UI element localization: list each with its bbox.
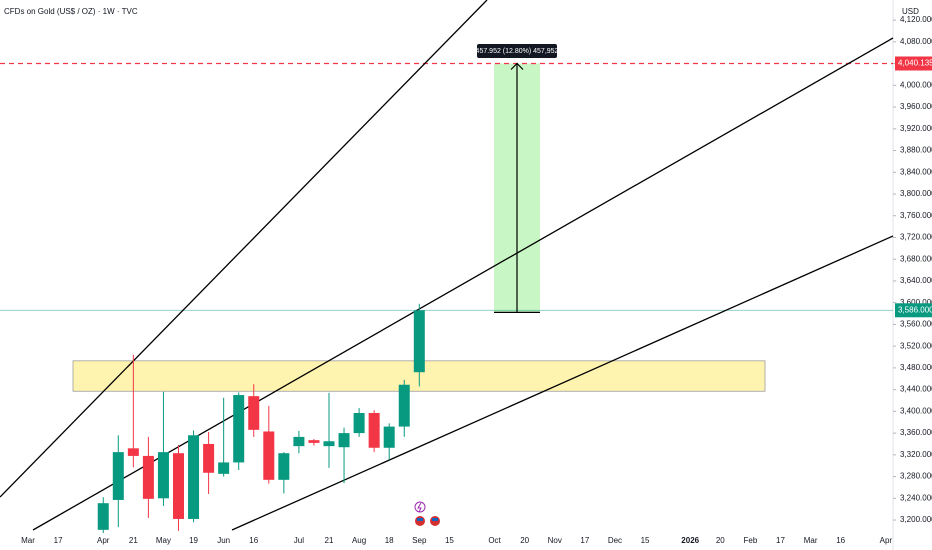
x-tick-label: 21 bbox=[325, 536, 334, 545]
x-tick-label: Nov bbox=[548, 536, 562, 545]
y-tick-label: 3,880.000 bbox=[900, 146, 932, 155]
x-tick-label: Jul bbox=[294, 536, 304, 545]
y-tick-label: 3,560.000 bbox=[900, 320, 932, 329]
trendline bbox=[32, 37, 894, 531]
y-tick-label: 3,640.000 bbox=[900, 276, 932, 285]
event-icons bbox=[414, 501, 440, 526]
event-icon bbox=[432, 518, 438, 521]
candle-body bbox=[142, 455, 154, 499]
x-tick-label: Apr bbox=[97, 536, 110, 545]
x-tick-label: Feb bbox=[744, 536, 758, 545]
y-tick-label: 3,440.000 bbox=[900, 385, 932, 394]
trendline bbox=[0, 0, 488, 498]
x-tick-label: 17 bbox=[776, 536, 785, 545]
x-tick-label: 17 bbox=[580, 536, 589, 545]
candle-body bbox=[218, 462, 230, 474]
candle-body bbox=[173, 453, 184, 519]
candle-body bbox=[293, 436, 305, 447]
y-tick-label: 3,680.000 bbox=[900, 254, 932, 263]
y-tick-label: 3,840.000 bbox=[900, 167, 932, 176]
event-icon bbox=[417, 502, 422, 513]
y-tick-label: 3,400.000 bbox=[900, 406, 932, 415]
currency-label: USD bbox=[902, 7, 919, 16]
x-tick-label: 20 bbox=[716, 536, 725, 545]
y-tick-label: 4,080.000 bbox=[900, 37, 932, 46]
y-tick-label: 3,200.000 bbox=[900, 515, 932, 524]
last-price-label: 3,586.000 bbox=[898, 305, 932, 314]
measure-label: 457.952 (12.80%) 457,952 bbox=[476, 48, 559, 55]
y-tick-label: 4,120.000 bbox=[900, 15, 932, 24]
candle-body bbox=[127, 448, 139, 456]
last-price-box bbox=[895, 303, 932, 318]
candle-body bbox=[263, 431, 275, 480]
candle-body bbox=[383, 426, 395, 448]
x-tick-label: 20 bbox=[520, 536, 529, 545]
candle-body bbox=[278, 453, 290, 480]
candle-body bbox=[308, 440, 320, 443]
x-tick-label: 16 bbox=[836, 536, 845, 545]
y-tick-label: 3,320.000 bbox=[900, 450, 932, 459]
x-tick-label: Oct bbox=[488, 536, 501, 545]
candle-body bbox=[97, 503, 109, 530]
x-tick-label: 21 bbox=[129, 536, 138, 545]
y-tick-label: 3,760.000 bbox=[900, 211, 932, 220]
candle-body bbox=[233, 395, 245, 463]
x-tick-label: May bbox=[156, 536, 171, 545]
x-tick-label: 16 bbox=[249, 536, 258, 545]
candle-body bbox=[413, 310, 425, 373]
x-tick-label: Mar bbox=[21, 536, 35, 545]
candle-body bbox=[203, 443, 215, 473]
x-tick-label: Aug bbox=[352, 536, 366, 545]
y-tick-label: 4,000.000 bbox=[900, 80, 932, 89]
y-tick-label: 3,600.000 bbox=[900, 298, 932, 307]
candle-body bbox=[112, 452, 124, 500]
candle-body bbox=[338, 433, 350, 448]
trendline bbox=[231, 235, 894, 531]
y-tick-label: 3,240.000 bbox=[900, 493, 932, 502]
y-tick-label: 3,520.000 bbox=[900, 341, 932, 350]
candle-body bbox=[368, 412, 380, 448]
measure-arrowhead bbox=[510, 62, 524, 70]
event-icon bbox=[417, 518, 423, 521]
y-tick-label: 3,280.000 bbox=[900, 472, 932, 481]
candle-body bbox=[248, 396, 260, 430]
measure-label-box bbox=[477, 44, 557, 58]
y-tick-label: 3,480.000 bbox=[900, 363, 932, 372]
x-tick-label: Apr bbox=[880, 536, 893, 545]
candle-body bbox=[398, 384, 410, 427]
candle-body bbox=[323, 441, 335, 447]
x-tick-label: Jun bbox=[217, 536, 230, 545]
target-label-box bbox=[895, 56, 932, 71]
x-tick-label: Mar bbox=[804, 536, 818, 545]
x-tick-label: 2026 bbox=[681, 536, 699, 545]
y-tick-label: 3,960.000 bbox=[900, 102, 932, 111]
event-icon bbox=[414, 501, 426, 513]
x-tick-label: 17 bbox=[54, 536, 63, 545]
target-label: 4,040.135 bbox=[898, 59, 932, 68]
y-tick-label: 3,800.000 bbox=[900, 189, 932, 198]
chart-title: CFDs on Gold (US$ / OZ) · 1W · TVC bbox=[4, 7, 138, 16]
candle-body bbox=[188, 435, 200, 519]
y-tick-label: 3,720.000 bbox=[900, 233, 932, 242]
x-tick-label: Dec bbox=[608, 536, 622, 545]
x-tick-label: 18 bbox=[385, 536, 394, 545]
candle-body bbox=[157, 452, 169, 499]
x-tick-label: 15 bbox=[641, 536, 650, 545]
x-tick-label: 19 bbox=[189, 536, 198, 545]
x-tick-label: 15 bbox=[445, 536, 454, 545]
y-tick-label: 3,360.000 bbox=[900, 428, 932, 437]
x-tick-label: Sep bbox=[412, 536, 427, 545]
trendlines bbox=[0, 0, 894, 531]
candle-body bbox=[353, 412, 365, 434]
y-tick-label: 3,920.000 bbox=[900, 124, 932, 133]
